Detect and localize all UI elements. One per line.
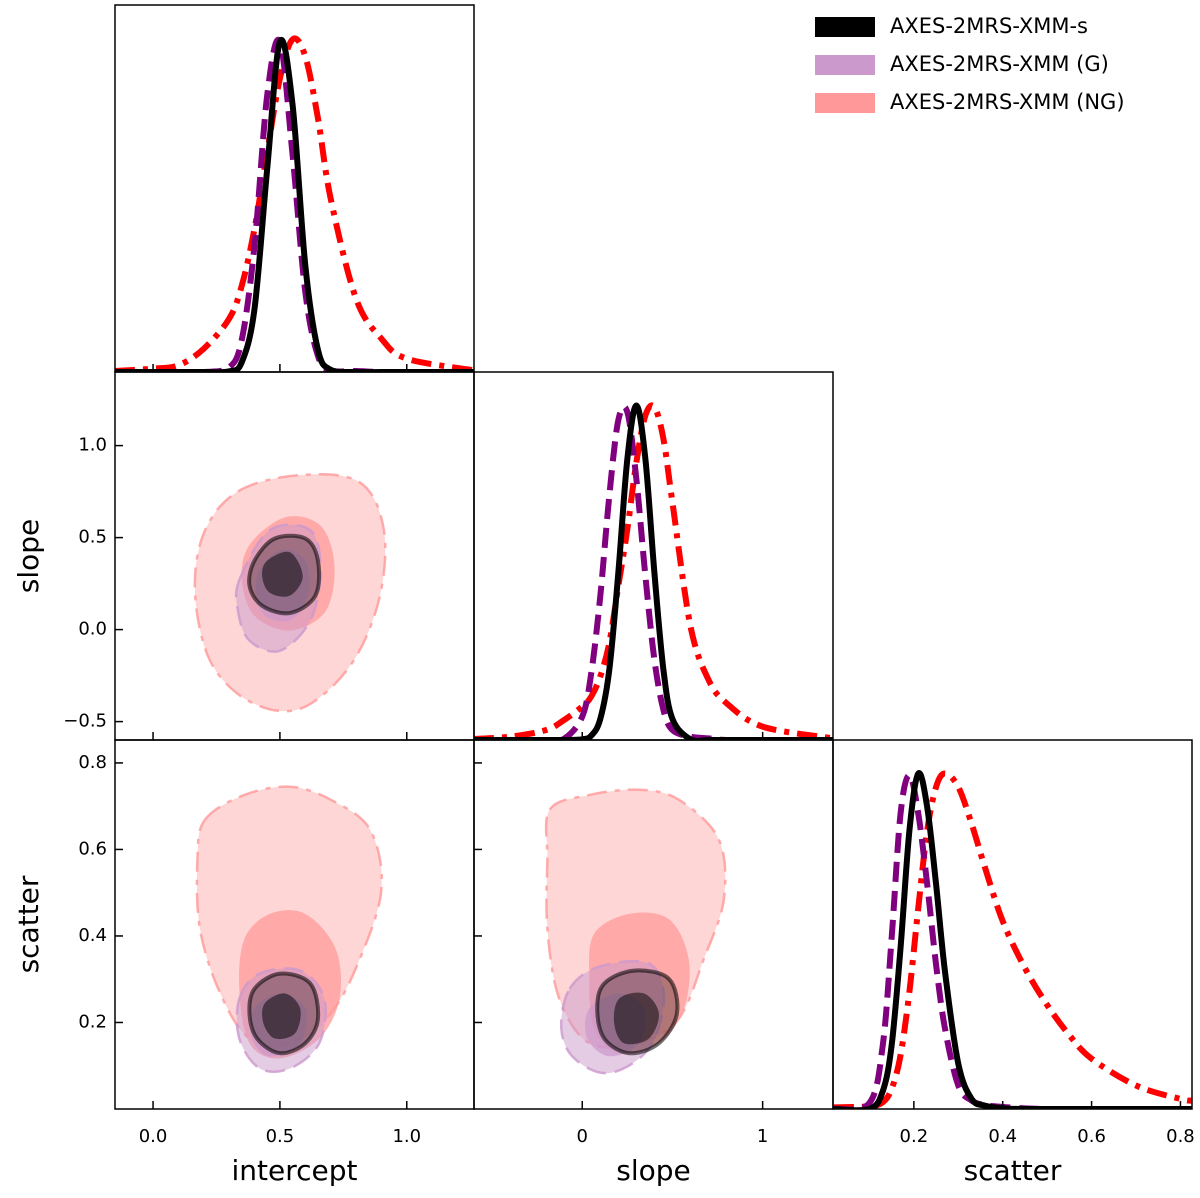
x-tick-label: 0.4 bbox=[988, 1126, 1017, 1147]
marginal-curve bbox=[474, 402, 833, 740]
contour-panel bbox=[195, 785, 383, 1074]
panel-frame bbox=[832, 739, 1193, 1110]
y-tick-label: 0.5 bbox=[78, 527, 107, 548]
y-tick-label: 0.2 bbox=[78, 1011, 107, 1032]
marginal-curve bbox=[115, 35, 474, 372]
y-axis-label: scatter bbox=[12, 875, 45, 973]
x-tick-label: 0.2 bbox=[900, 1126, 929, 1147]
legend-swatch bbox=[815, 93, 875, 113]
x-tick-label: 0.6 bbox=[1077, 1126, 1106, 1147]
y-axis-label: slope bbox=[12, 519, 45, 594]
y-tick-label: 0.8 bbox=[78, 752, 107, 773]
marginal-panel bbox=[115, 35, 474, 372]
y-tick-label: 0.4 bbox=[78, 925, 107, 946]
legend-label: AXES-2MRS-XMM (G) bbox=[890, 52, 1109, 76]
marginal-curve bbox=[115, 36, 474, 372]
legend-label: AXES-2MRS-XMM (NG) bbox=[890, 90, 1125, 114]
marginal-panel bbox=[474, 402, 833, 740]
x-tick-label: 0.5 bbox=[266, 1126, 295, 1147]
x-tick-label: 0 bbox=[577, 1126, 588, 1147]
x-axis-label: intercept bbox=[232, 1154, 358, 1187]
y-tick-label: 1.0 bbox=[78, 435, 107, 456]
contour-panel bbox=[544, 788, 727, 1075]
marginal-curve bbox=[833, 770, 1192, 1109]
contour bbox=[262, 551, 303, 597]
y-tick-label: 0.6 bbox=[78, 838, 107, 859]
marginal-curve bbox=[115, 36, 474, 372]
legend-swatch bbox=[815, 55, 875, 75]
y-tick-label: −0.5 bbox=[63, 711, 107, 732]
marginal-curve bbox=[833, 770, 1192, 1109]
contour-panel bbox=[193, 473, 387, 713]
x-tick-label: 1.0 bbox=[392, 1126, 421, 1147]
marginal-panel bbox=[833, 770, 1192, 1109]
x-tick-label: 0.8 bbox=[1166, 1126, 1195, 1147]
y-tick-label: 0.0 bbox=[78, 619, 107, 640]
x-tick-label: 0.0 bbox=[139, 1126, 168, 1147]
marginal-curve bbox=[833, 772, 1192, 1109]
legend-swatch bbox=[815, 17, 875, 37]
x-tick-label: 1 bbox=[757, 1126, 768, 1147]
x-axis-label: scatter bbox=[964, 1154, 1062, 1187]
legend-label: AXES-2MRS-XMM-s bbox=[890, 14, 1088, 38]
contour bbox=[613, 992, 659, 1045]
contour bbox=[262, 993, 301, 1040]
x-axis-label: slope bbox=[616, 1154, 691, 1187]
